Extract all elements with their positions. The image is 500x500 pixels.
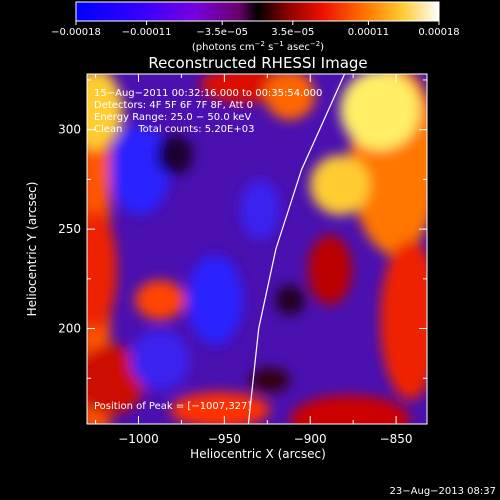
x-axis-label: Heliocentric X (arcsec) bbox=[190, 447, 326, 461]
x-tick-label: −850 bbox=[380, 432, 413, 446]
annotation-energy-range: Energy Range: 25.0 − 50.0 keV bbox=[94, 112, 251, 123]
colorbar-tick-label: −0.00011 bbox=[122, 27, 172, 38]
colorbar-units: (photons cm−2 s−1 asec−2) bbox=[192, 40, 324, 53]
annotation-total-counts: Clean Total counts: 5.20E+03 bbox=[94, 124, 254, 135]
footer-timestamp: 23−Aug−2013 08:37 bbox=[390, 486, 496, 497]
annotation-detectors: Detectors: 4F 5F 6F 7F 8F, Att 0 bbox=[94, 100, 253, 111]
colorbar-tick-label: 3.5e−05 bbox=[271, 27, 314, 38]
annotation-peak-position: Position of Peak = [−1007,327] bbox=[94, 401, 251, 412]
annotation-time-range: 15−Aug−2011 00:32:16.000 to 00:35:54.000 bbox=[94, 88, 322, 99]
colorbar-tick-label: −0.00018 bbox=[51, 27, 101, 38]
y-tick-label: 250 bbox=[58, 222, 81, 236]
x-tick-label: −1000 bbox=[118, 432, 159, 446]
x-axis: −1000 −950 −900 −850 bbox=[95, 74, 413, 446]
colorbar-tick-label: 0.00018 bbox=[418, 27, 459, 38]
colorbar-tick-label: −3.5e−05 bbox=[196, 27, 248, 38]
x-tick-label: −900 bbox=[294, 432, 327, 446]
x-tick-label: −950 bbox=[208, 432, 241, 446]
annotations: 15−Aug−2011 00:32:16.000 to 00:35:54.000… bbox=[94, 88, 322, 412]
y-tick-label: 200 bbox=[58, 322, 81, 336]
y-axis-label: Heliocentric Y (arcsec) bbox=[25, 182, 39, 317]
colorbar-gradient bbox=[75, 1, 440, 22]
chart-title: Reconstructed RHESSI Image bbox=[148, 54, 367, 72]
solar-limb-line bbox=[247, 74, 346, 424]
colorbar-tick-label: 0.00011 bbox=[348, 27, 389, 38]
heatmap-image bbox=[87, 74, 427, 424]
plot-frame bbox=[86, 73, 428, 425]
colorbar: −0.00018 −0.00011 −3.5e−05 3.5e−05 0.00011 0.… bbox=[51, 1, 460, 53]
y-tick-label: 300 bbox=[58, 123, 81, 137]
y-axis: 200 250 300 bbox=[58, 79, 427, 379]
